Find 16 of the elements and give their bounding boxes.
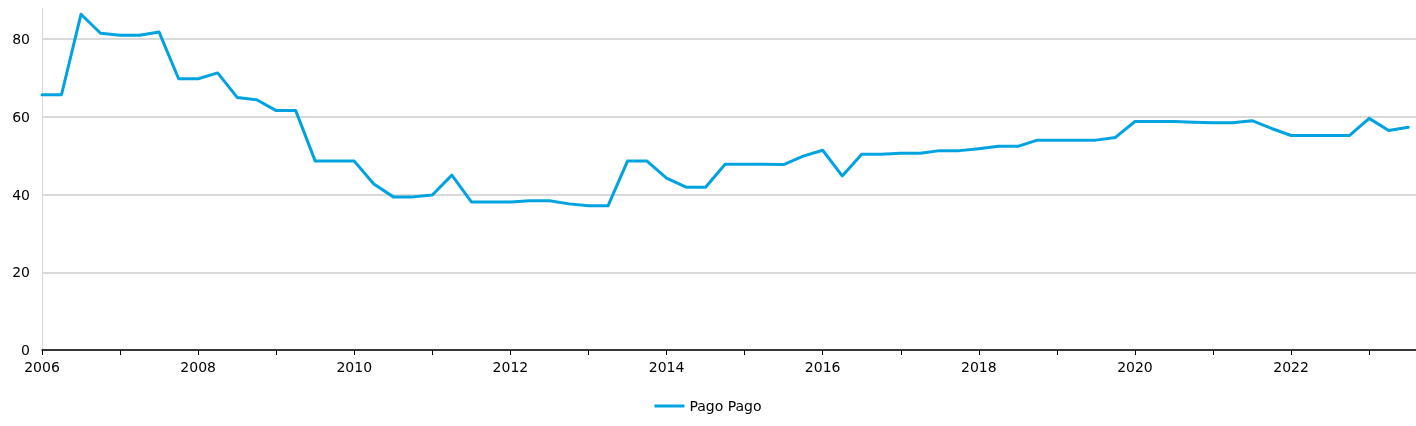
y-tick-label: 40 — [12, 186, 30, 203]
x-tick-label: 2012 — [492, 359, 529, 375]
line-series — [40, 12, 1410, 208]
y-tick-label: 80 — [12, 31, 30, 48]
legend-label: Pago Pago — [689, 398, 762, 414]
x-tick-label: 2022 — [1273, 359, 1309, 375]
y-tick-label: 0 — [21, 342, 30, 358]
x-tick-label: 2020 — [1117, 359, 1153, 375]
x-tick-label: 2018 — [961, 359, 997, 375]
x-tick-label: 2008 — [180, 359, 216, 375]
x-tick-label: 2010 — [336, 359, 373, 375]
x-tick-label: 2006 — [24, 359, 60, 375]
x-tick-label: 2016 — [804, 359, 841, 375]
y-tick-label: 20 — [12, 264, 30, 281]
y-tick-label: 60 — [12, 108, 30, 125]
x-tick-label: 2014 — [648, 359, 685, 375]
